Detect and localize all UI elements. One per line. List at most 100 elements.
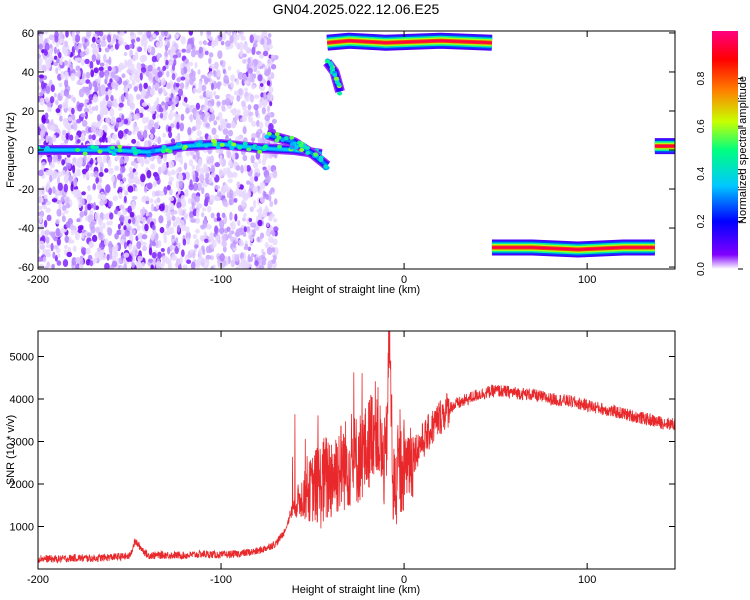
noise-speckle — [239, 49, 244, 58]
noise-speckle — [119, 214, 125, 223]
noise-speckle — [187, 61, 194, 67]
noise-speckle — [222, 68, 226, 75]
noise-speckle — [233, 90, 238, 96]
noise-speckle — [208, 57, 212, 65]
noise-speckle — [109, 107, 115, 117]
colorbar-label: Normalized spectral amplitude — [737, 76, 749, 224]
noise-speckle — [109, 78, 113, 83]
noise-speckle — [256, 208, 263, 213]
noise-speckle — [81, 191, 86, 196]
noise-speckle — [87, 185, 91, 192]
noise-speckle — [159, 35, 163, 40]
noise-speckle — [250, 154, 255, 164]
noise-speckle — [222, 32, 227, 41]
noise-speckle — [115, 33, 122, 40]
noise-speckle — [49, 43, 53, 49]
noise-speckle — [38, 169, 44, 177]
track-blob — [227, 140, 233, 145]
noise-speckle — [208, 36, 214, 41]
noise-speckle — [136, 131, 142, 138]
noise-speckle — [158, 104, 162, 112]
noise-speckle — [112, 195, 118, 201]
noise-speckle — [238, 190, 243, 197]
noise-speckle — [61, 169, 66, 176]
noise-speckle — [201, 212, 205, 218]
noise-speckle — [105, 94, 109, 102]
noise-speckle — [46, 214, 52, 222]
noise-speckle — [230, 81, 234, 88]
noise-speckle — [67, 116, 73, 122]
noise-speckle — [181, 48, 187, 53]
noise-speckle — [79, 210, 85, 218]
noise-speckle — [221, 103, 226, 112]
noise-speckle — [157, 77, 161, 83]
noise-speckle — [246, 164, 251, 172]
noise-speckle — [260, 38, 265, 45]
noise-speckle — [127, 185, 134, 193]
track-blob — [334, 76, 340, 81]
noise-speckle — [145, 212, 149, 217]
noise-speckle — [176, 201, 182, 209]
noise-speckle — [267, 43, 273, 50]
noise-speckle — [86, 194, 93, 202]
noise-speckle — [220, 260, 226, 269]
noise-speckle — [247, 57, 251, 65]
noise-speckle — [88, 81, 93, 91]
noise-speckle — [84, 87, 91, 96]
noise-speckle — [136, 214, 141, 224]
noise-speckle — [86, 31, 92, 38]
noise-speckle — [215, 116, 220, 121]
noise-speckle — [98, 218, 103, 227]
noise-speckle — [41, 64, 47, 72]
noise-speckle — [84, 47, 90, 56]
noise-speckle — [128, 218, 132, 224]
noise-speckle — [45, 85, 51, 95]
noise-speckle — [57, 182, 63, 191]
noise-speckle — [144, 196, 150, 202]
noise-speckle — [251, 84, 256, 90]
noise-speckle — [162, 65, 167, 72]
noise-speckle — [156, 41, 160, 48]
noise-speckle — [40, 197, 44, 203]
noise-speckle — [208, 52, 214, 58]
noise-speckle — [156, 197, 161, 204]
noise-speckle — [157, 166, 162, 175]
noise-speckle — [234, 114, 239, 121]
noise-speckle — [175, 237, 179, 244]
noise-speckle — [107, 66, 112, 72]
noise-speckle — [270, 54, 276, 60]
noise-speckle — [75, 31, 81, 35]
noise-speckle — [83, 153, 87, 163]
noise-speckle — [38, 205, 43, 211]
noise-speckle — [150, 163, 156, 170]
noise-speckle — [140, 107, 144, 114]
noise-speckle — [231, 153, 236, 160]
noise-speckle — [269, 200, 274, 208]
noise-speckle — [233, 31, 237, 39]
noise-speckle — [154, 135, 158, 143]
noise-speckle — [229, 211, 233, 221]
noise-speckle — [257, 74, 263, 82]
noise-speckle — [76, 157, 82, 164]
noise-speckle — [41, 161, 46, 166]
track-blob — [274, 132, 280, 137]
noise-speckle — [210, 172, 216, 179]
noise-speckle — [209, 232, 214, 242]
noise-speckle — [199, 31, 204, 37]
noise-speckle — [222, 167, 227, 177]
noise-speckle — [145, 200, 150, 205]
noise-speckle — [123, 52, 128, 57]
noise-speckle — [251, 253, 255, 258]
noise-speckle — [92, 96, 99, 103]
noise-speckle — [271, 247, 276, 253]
noise-speckle — [123, 225, 127, 231]
noise-speckle — [255, 131, 260, 138]
noise-speckle — [267, 33, 272, 38]
noise-speckle — [270, 72, 275, 80]
noise-speckle — [49, 136, 53, 146]
noise-speckle — [76, 218, 81, 223]
noise-speckle — [99, 166, 103, 174]
noise-speckle — [214, 36, 219, 46]
noise-speckle — [262, 99, 268, 108]
noise-speckle — [236, 181, 241, 189]
